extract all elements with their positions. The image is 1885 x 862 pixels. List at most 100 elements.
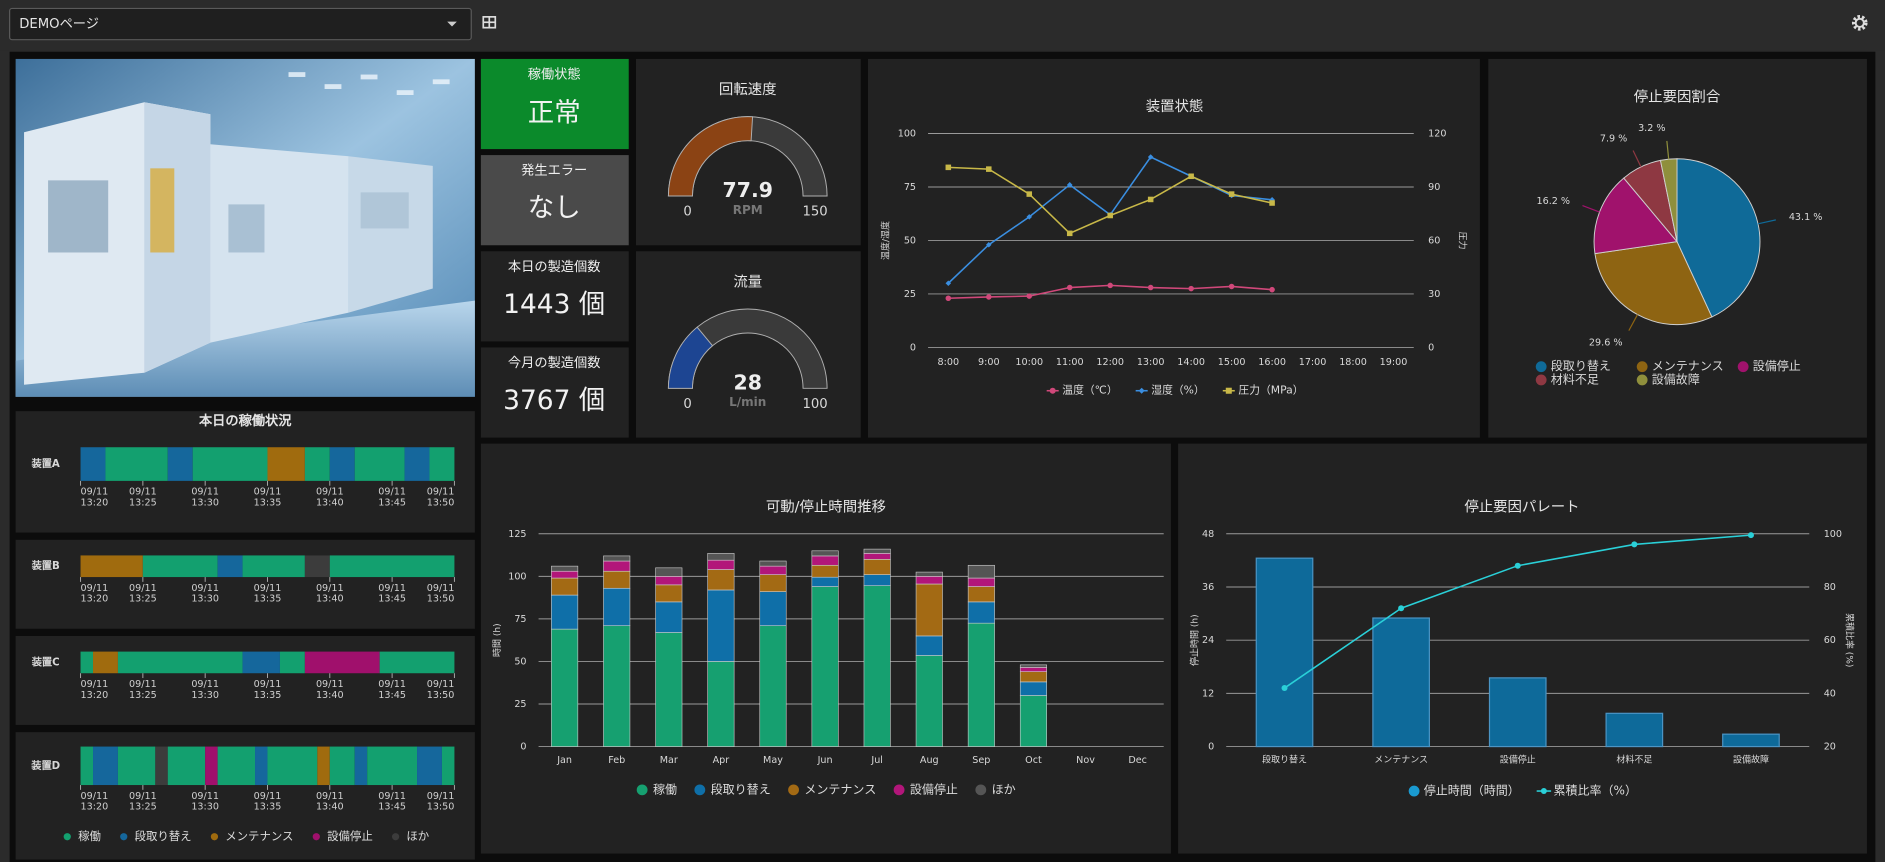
x-tick-label: Jan bbox=[556, 755, 572, 766]
bar-segment bbox=[1019, 667, 1047, 672]
y2-tick-label: 30 bbox=[1428, 289, 1440, 300]
legend-marker bbox=[694, 784, 706, 796]
bar-segment bbox=[811, 550, 839, 557]
state-segment bbox=[205, 746, 218, 786]
pie-leader bbox=[1582, 205, 1600, 213]
bar-segment bbox=[759, 565, 787, 575]
x-tick-label: 19:00 bbox=[1380, 357, 1408, 368]
pie-leader bbox=[1632, 150, 1642, 168]
legend-label: 段取り替え bbox=[711, 781, 771, 796]
chart-title: 可動/停止時間推移 bbox=[766, 498, 886, 515]
legend-marker bbox=[120, 833, 128, 841]
tile-label: 稼働状態 bbox=[528, 67, 581, 83]
panels bbox=[15, 58, 1867, 860]
legend-marker bbox=[1138, 387, 1145, 394]
legend-label: 段取り替え bbox=[1551, 358, 1611, 373]
y-tick-label: 25 bbox=[514, 699, 526, 710]
x-tick-label: 9:00 bbox=[978, 357, 1000, 368]
y-tick-label: 50 bbox=[514, 656, 526, 667]
y-tick-label: 50 bbox=[904, 235, 916, 246]
state-segment bbox=[354, 447, 405, 481]
state-segment bbox=[267, 746, 318, 786]
legend-label: 設備停止 bbox=[910, 782, 958, 796]
x-tick-label: Jul bbox=[870, 755, 883, 766]
legend-label: 圧力（MPa） bbox=[1238, 384, 1303, 397]
y2-tick-label: 80 bbox=[1824, 582, 1836, 593]
series-marker bbox=[1026, 293, 1033, 299]
state-segment bbox=[304, 555, 330, 578]
y-tick-label: 36 bbox=[1202, 582, 1214, 593]
x-tick-label: Mar bbox=[660, 755, 678, 766]
legend-label: ほか bbox=[992, 782, 1016, 796]
x-tick-label-line: 09/11 bbox=[254, 679, 282, 690]
x-tick-label: 09/11 13:30 bbox=[191, 791, 219, 813]
legend-marker bbox=[1737, 361, 1749, 373]
legend-label: メンテナンス bbox=[804, 782, 876, 796]
page-select[interactable] bbox=[9, 7, 472, 41]
bar-segment bbox=[655, 567, 683, 577]
y2-tick-label: 20 bbox=[1824, 742, 1836, 753]
bar-segment bbox=[915, 655, 943, 747]
bar-segment bbox=[603, 555, 631, 562]
state-segment bbox=[142, 555, 218, 578]
state-segment bbox=[117, 746, 156, 786]
series-marker bbox=[986, 294, 992, 300]
gauge-value-label: 28 bbox=[734, 371, 762, 395]
state-segment bbox=[80, 447, 106, 481]
x-tick-label: 09/11 13:50 bbox=[427, 791, 455, 813]
series-marker bbox=[1147, 196, 1154, 203]
x-tick-label: 09/11 13:50 bbox=[427, 487, 455, 509]
tile-label: 今月の製造個数 bbox=[508, 355, 601, 371]
chart-title: 停止要因割合 bbox=[1634, 88, 1721, 105]
cumulative-marker bbox=[1281, 685, 1288, 692]
series-marker bbox=[1269, 200, 1275, 206]
legend-marker bbox=[1636, 361, 1648, 373]
state-segment bbox=[80, 746, 94, 786]
x-tick-label-line: 13:50 bbox=[427, 802, 455, 813]
bar-segment bbox=[863, 585, 891, 747]
status-tile bbox=[480, 251, 629, 342]
x-tick-label: 09/11 13:35 bbox=[254, 791, 282, 813]
legend-marker bbox=[1636, 374, 1648, 386]
x-tick-label: メンテナンス bbox=[1374, 754, 1428, 765]
x-tick-label-line: 09/11 bbox=[427, 791, 455, 802]
settings-icon[interactable] bbox=[1851, 15, 1868, 31]
state-segment bbox=[255, 746, 268, 786]
x-tick-label-line: 09/11 bbox=[129, 791, 157, 802]
y2-tick-label: 100 bbox=[1824, 529, 1842, 540]
legend-label: 材料不足 bbox=[1551, 372, 1599, 386]
bar-segment bbox=[603, 560, 631, 572]
status-tile bbox=[480, 347, 629, 438]
bar-segment bbox=[707, 589, 735, 662]
bar-segment bbox=[603, 625, 631, 747]
x-tick-label-line: 13:20 bbox=[81, 498, 109, 509]
y-tick-label: 12 bbox=[1202, 688, 1214, 699]
y2-tick-label: 40 bbox=[1824, 688, 1836, 699]
x-tick-label: 09/11 13:45 bbox=[378, 791, 406, 813]
cumulative-marker bbox=[1631, 541, 1638, 548]
y-tick-label: 0 bbox=[1208, 742, 1214, 753]
state-segment bbox=[379, 651, 455, 674]
pie-value-label: 16.2 % bbox=[1536, 196, 1570, 207]
state-segment bbox=[429, 447, 455, 481]
state-segment bbox=[329, 447, 355, 481]
state-segment bbox=[242, 651, 280, 674]
legend-marker bbox=[1049, 387, 1056, 394]
bar-segment bbox=[1019, 664, 1047, 668]
bar-segment bbox=[707, 559, 735, 570]
x-tick-label-line: 13:45 bbox=[378, 802, 406, 813]
legend-label: 湿度（%） bbox=[1151, 384, 1204, 397]
y-tick-label: 0 bbox=[520, 742, 526, 753]
x-tick-label: 09/11 13:50 bbox=[427, 583, 455, 605]
x-tick-label: 13:00 bbox=[1137, 357, 1165, 368]
layout-icon[interactable] bbox=[482, 16, 497, 29]
bar-segment bbox=[967, 577, 995, 587]
x-tick-label: 09/11 13:30 bbox=[191, 487, 219, 509]
x-tick-label: 09/11 13:20 bbox=[81, 487, 109, 509]
state-segment bbox=[317, 746, 330, 786]
bar-segment bbox=[655, 632, 683, 747]
y-tick-label: 48 bbox=[1202, 529, 1214, 540]
x-tick-label: 09/11 13:25 bbox=[129, 679, 157, 701]
state-segment bbox=[279, 651, 305, 674]
legend-marker bbox=[636, 784, 648, 796]
